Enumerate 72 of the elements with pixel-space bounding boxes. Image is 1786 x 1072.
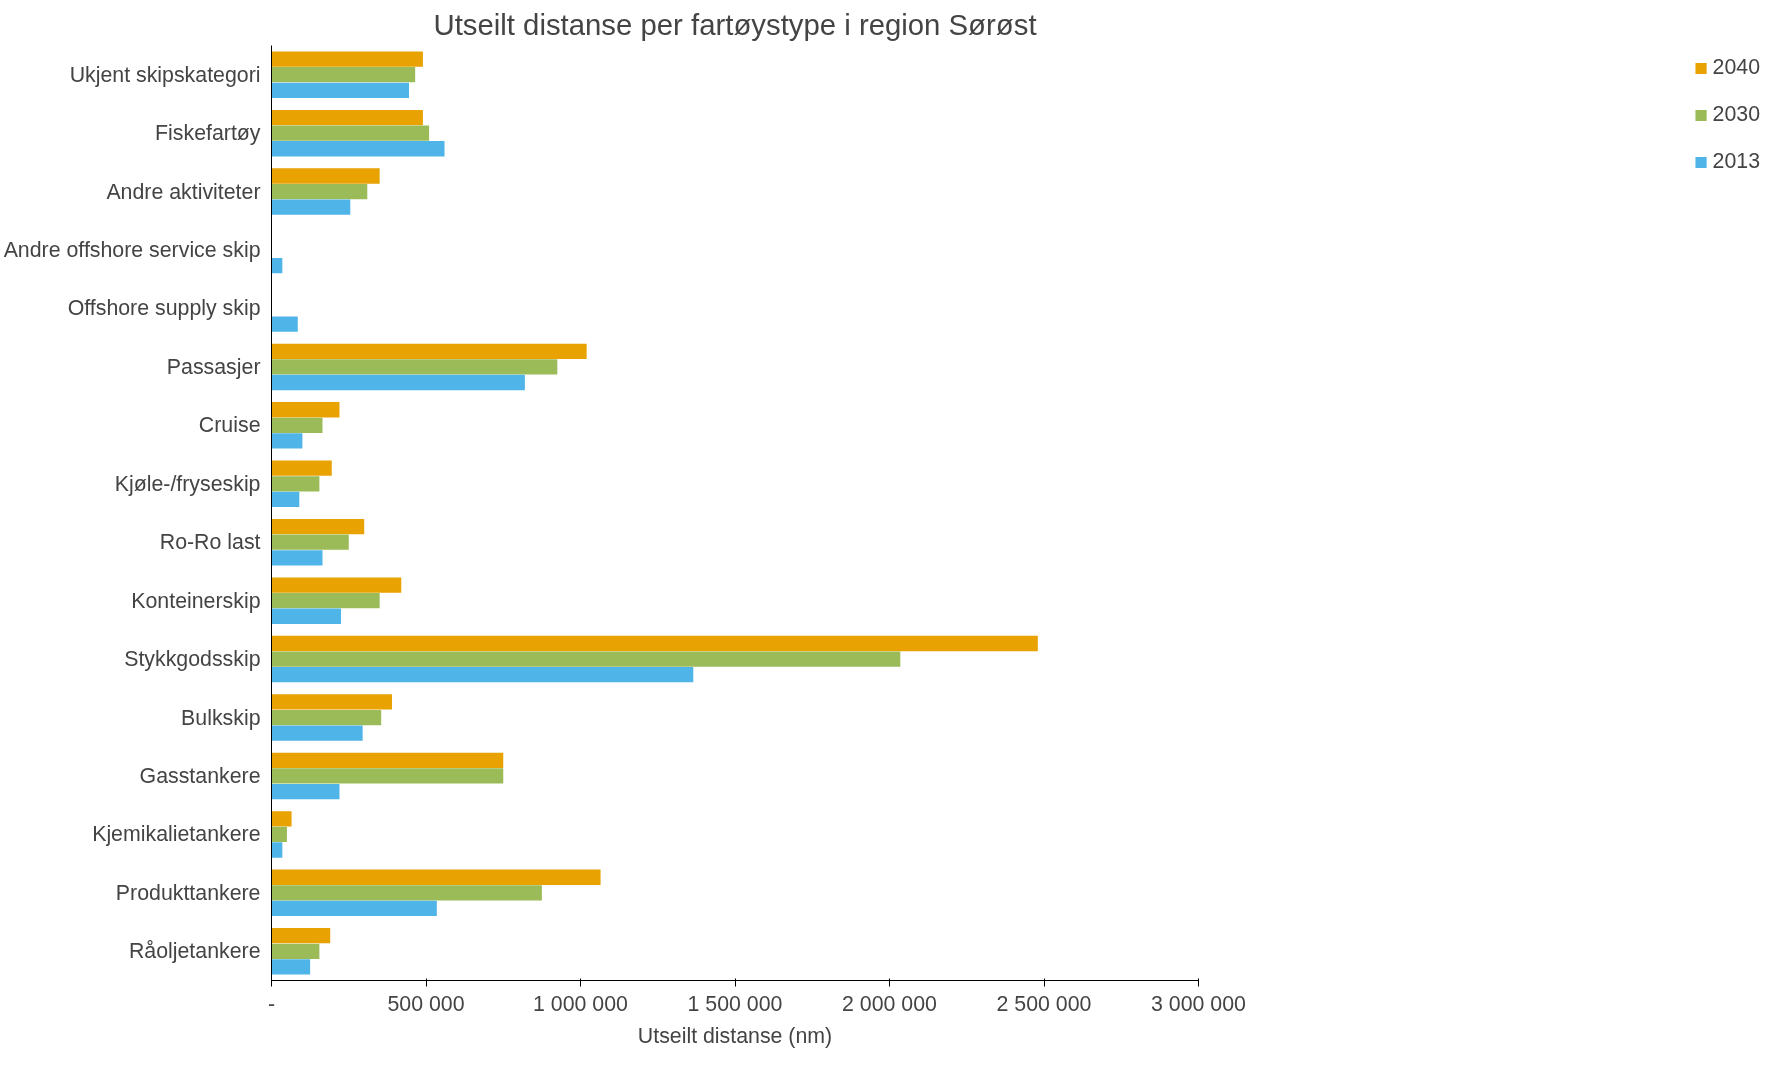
bar: [271, 476, 320, 492]
bar: [271, 709, 382, 726]
chart-title: Utseilt distanse per fartøystype i region Sørøst: [433, 7, 1037, 41]
bar: [271, 577, 402, 593]
y-tick-label: Passasjer: [166, 354, 261, 379]
y-tick-label: Konteinerskip: [131, 588, 261, 613]
bar: [271, 959, 311, 975]
y-tick-label: Offshore supply skip: [67, 296, 261, 321]
bar: [271, 593, 380, 609]
y-tick-label: Cruise: [198, 413, 261, 438]
bar: [271, 550, 323, 566]
y-tick-label: Andre aktiviteter: [106, 179, 261, 204]
bar: [271, 141, 445, 157]
bar: [271, 651, 901, 667]
y-tick-label: Ro-Ro last: [159, 530, 261, 555]
y-tick-label: Kjøle-/fryseskip: [114, 471, 261, 496]
bar: [271, 783, 340, 800]
bar: [271, 943, 320, 959]
bar: [271, 433, 303, 449]
bar: [271, 82, 410, 98]
y-tick-label: Produkttankere: [115, 880, 261, 905]
bar: [271, 826, 287, 843]
bar: [271, 811, 292, 827]
bar: [271, 752, 504, 769]
x-tick-label: 500 000: [387, 991, 465, 1016]
bar: [271, 842, 283, 858]
bar: [271, 402, 340, 418]
bar: [271, 534, 349, 550]
bar: [271, 460, 332, 476]
legend-label: 2040: [1712, 55, 1760, 80]
x-tick-label: 1 500 000: [687, 991, 783, 1016]
bar: [271, 51, 423, 67]
bar: [271, 667, 694, 683]
bar: [271, 183, 368, 200]
y-tick-label: Stykkgodsskip: [124, 647, 261, 672]
x-tick-label: 1 000 000: [533, 991, 629, 1016]
bar: [271, 374, 525, 391]
bar: [271, 725, 363, 741]
y-tick-label: Kjemikalietankere: [92, 822, 261, 847]
y-tick-label: Andre offshore service skip: [3, 238, 261, 263]
bar: [271, 519, 365, 535]
bar: [271, 635, 1038, 652]
bar: [271, 900, 437, 917]
x-tick-label: -: [267, 991, 276, 1016]
y-tick-label: Bulkskip: [181, 705, 261, 730]
bar: [271, 885, 542, 901]
bar: [271, 109, 423, 126]
y-tick-label: Råoljetankere: [128, 939, 261, 964]
y-tick-label: Fiskefartøy: [155, 121, 261, 146]
bar: [271, 257, 283, 274]
bar: [271, 417, 323, 433]
bar: [271, 199, 351, 215]
y-tick-label: Ukjent skipskategori: [69, 62, 261, 87]
y-tick-label: Gasstankere: [139, 763, 261, 788]
legend-label: 2013: [1712, 149, 1760, 174]
bar: [271, 491, 300, 507]
bar: [271, 694, 393, 710]
bar: [271, 359, 558, 375]
bar: [271, 608, 342, 624]
x-tick-label: 3 000 000: [1151, 991, 1247, 1016]
x-axis-title: Utseilt distanse (nm): [637, 1023, 833, 1048]
x-tick-label: 2 000 000: [842, 991, 938, 1016]
bar: [271, 316, 298, 332]
bar: [271, 928, 331, 944]
bar: [271, 67, 416, 83]
x-tick-label: 2 500 000: [996, 991, 1092, 1016]
bar: [271, 768, 504, 784]
legend-label: 2030: [1712, 102, 1760, 127]
bar: [271, 343, 587, 359]
bar: [271, 168, 380, 184]
bar: [271, 125, 430, 141]
bar: [271, 869, 601, 885]
